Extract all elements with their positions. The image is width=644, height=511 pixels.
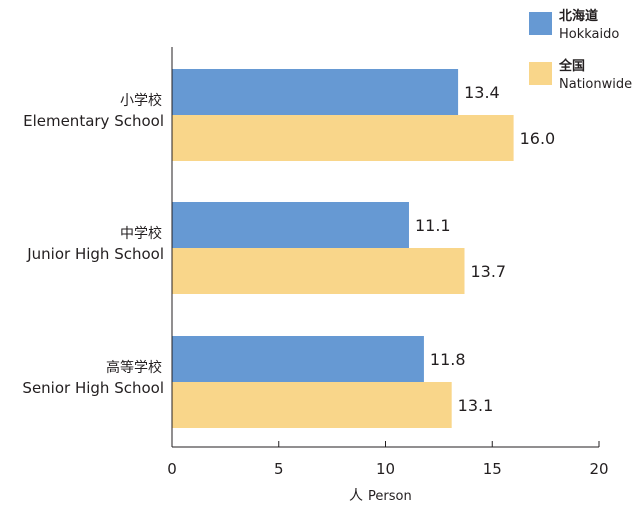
- bar-hokkaido-2: [172, 336, 424, 382]
- category-label-en-1: Junior High School: [26, 245, 164, 263]
- x-axis-label-ja: 人: [349, 488, 363, 504]
- legend-label-hokkaido-en: Hokkaido: [559, 27, 619, 42]
- category-label-ja-2: 高等学校: [106, 359, 162, 376]
- bar-nationwide-1: [172, 248, 465, 294]
- bar-hokkaido-1: [172, 202, 409, 248]
- x-tick-label-0: 0: [167, 460, 177, 478]
- value-label-hokkaido-1: 11.1: [415, 216, 451, 235]
- x-tick-label-1: 5: [274, 460, 284, 478]
- x-axis-label-en: Person: [368, 489, 412, 504]
- legend-label-hokkaido-ja: 北海道: [559, 8, 598, 24]
- bar-nationwide-0: [172, 115, 514, 161]
- legend-swatch-nationwide: [529, 62, 552, 85]
- category-label-en-2: Senior High School: [22, 379, 164, 397]
- legend-swatch-hokkaido: [529, 12, 552, 35]
- bar-hokkaido-0: [172, 69, 459, 115]
- category-label-en-0: Elementary School: [23, 112, 164, 130]
- x-tick-label-3: 15: [483, 460, 502, 478]
- bar-nationwide-2: [172, 382, 452, 428]
- category-label-ja-1: 中学校: [120, 225, 162, 242]
- value-label-nationwide-1: 13.7: [470, 262, 506, 281]
- legend-label-nationwide-ja: 全国: [558, 58, 585, 74]
- value-label-hokkaido-2: 11.8: [430, 350, 466, 369]
- legend-label-nationwide-en: Nationwide: [559, 77, 632, 92]
- x-tick-label-4: 20: [589, 460, 608, 478]
- plot-area: 13.4 11.1 11.8 16.0 13.7 13.1 小学校 Elementary Sc…: [22, 47, 609, 478]
- x-tick-label-2: 10: [376, 460, 395, 478]
- category-label-ja-0: 小学校: [120, 92, 162, 109]
- legend: 北海道 Hokkaido 全国 Nationwide: [529, 8, 632, 92]
- value-label-nationwide-2: 13.1: [458, 396, 494, 415]
- value-label-hokkaido-0: 13.4: [464, 83, 500, 102]
- value-label-nationwide-0: 16.0: [520, 129, 556, 148]
